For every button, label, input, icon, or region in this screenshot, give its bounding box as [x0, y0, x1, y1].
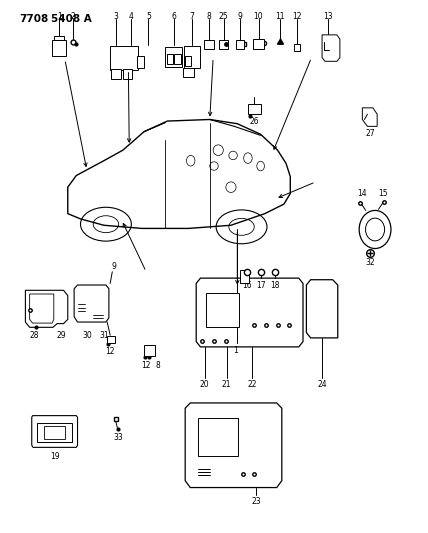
Bar: [137, 56, 145, 68]
Text: 2: 2: [71, 12, 76, 21]
Text: 14: 14: [357, 189, 367, 198]
Bar: [107, 336, 115, 343]
Text: 11: 11: [275, 12, 285, 21]
Text: 16: 16: [242, 281, 252, 290]
Text: 23: 23: [252, 497, 261, 506]
Text: 22: 22: [247, 380, 257, 389]
Text: 12: 12: [105, 347, 115, 356]
Text: 27: 27: [365, 129, 375, 138]
Bar: [204, 40, 214, 49]
Text: 7: 7: [190, 12, 194, 21]
Bar: [110, 46, 138, 70]
Text: 31: 31: [99, 331, 109, 340]
Bar: [205, 293, 239, 327]
Text: 12: 12: [292, 12, 301, 21]
Text: 21: 21: [222, 380, 232, 389]
Text: 26: 26: [250, 117, 259, 126]
Text: 28: 28: [29, 331, 39, 340]
Text: 9: 9: [238, 12, 243, 21]
Text: 12: 12: [141, 361, 151, 369]
Text: 13: 13: [324, 12, 333, 21]
Bar: [37, 423, 72, 442]
Text: 5408 A: 5408 A: [51, 14, 92, 23]
Text: 18: 18: [270, 281, 279, 290]
Bar: [123, 69, 132, 79]
Text: 8: 8: [156, 361, 160, 369]
Bar: [144, 345, 155, 357]
Bar: [111, 69, 121, 79]
Text: 3: 3: [113, 12, 118, 21]
Text: 30: 30: [82, 331, 92, 340]
Bar: [165, 46, 182, 67]
Text: 29: 29: [56, 331, 66, 340]
Text: 24: 24: [317, 380, 327, 389]
Bar: [185, 56, 191, 66]
Bar: [174, 54, 181, 64]
Text: 32: 32: [365, 258, 375, 267]
Text: 1: 1: [57, 12, 62, 21]
Bar: [52, 40, 66, 56]
Bar: [166, 54, 173, 64]
Bar: [248, 103, 261, 114]
Bar: [184, 46, 200, 68]
Text: 10: 10: [254, 12, 263, 21]
Text: 33: 33: [114, 433, 124, 442]
Bar: [184, 68, 194, 77]
Text: 20: 20: [200, 380, 209, 389]
Text: 6: 6: [171, 12, 176, 21]
Text: 1: 1: [233, 346, 238, 355]
Text: 8: 8: [207, 12, 211, 21]
Bar: [240, 270, 249, 284]
Text: 9: 9: [112, 262, 117, 271]
Bar: [54, 36, 64, 40]
Bar: [45, 426, 65, 439]
Text: 7708: 7708: [19, 14, 48, 23]
Text: 25: 25: [219, 12, 229, 21]
Bar: [236, 40, 244, 49]
Text: 4: 4: [129, 12, 134, 21]
Text: 17: 17: [256, 281, 265, 290]
Bar: [294, 44, 300, 51]
Text: 5: 5: [146, 12, 151, 21]
Bar: [253, 39, 264, 49]
Text: 15: 15: [378, 189, 387, 198]
Bar: [198, 418, 238, 456]
Text: 19: 19: [50, 451, 60, 461]
Bar: [219, 40, 228, 49]
